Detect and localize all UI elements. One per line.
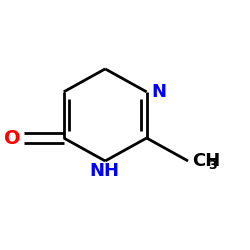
Text: N: N: [152, 83, 167, 101]
Text: O: O: [4, 128, 21, 148]
Text: NH: NH: [89, 162, 119, 180]
Text: 3: 3: [208, 159, 217, 172]
Text: CH: CH: [192, 152, 220, 170]
